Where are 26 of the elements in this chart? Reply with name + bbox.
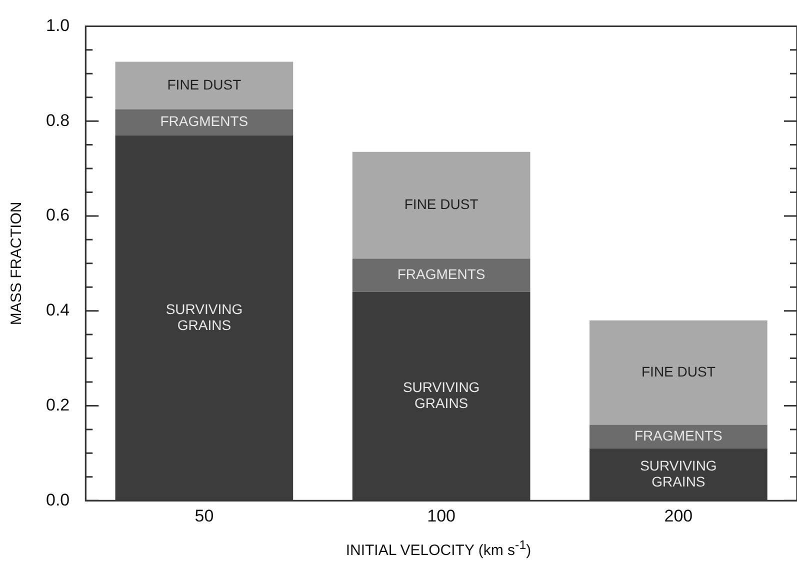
y-tick-label: 0.8	[46, 110, 70, 130]
x-tick-label: 50	[194, 506, 214, 526]
text: FRAGMENTS	[397, 266, 486, 282]
bar	[590, 320, 768, 425]
text: FINE DUST	[404, 196, 478, 212]
series-label: FRAGMENTS	[634, 427, 722, 444]
bar	[115, 109, 294, 136]
y-tick-label: 0.4	[46, 300, 70, 320]
bar	[590, 424, 768, 448]
text: FRAGMENTS	[160, 113, 248, 130]
text: FINE DUST	[641, 363, 716, 380]
x-tick-label: 200	[664, 506, 693, 526]
x-tick-label: 100	[427, 506, 456, 526]
bar	[352, 258, 530, 292]
y-tick-label: 0.6	[46, 206, 70, 225]
y-tick-label: 0.0	[46, 490, 70, 510]
series-label: FINE DUST	[167, 76, 242, 92]
y-axis-title: MASS FRACTION	[8, 202, 26, 326]
x-axis-title: INITIAL VELOCITY (km s$^{-1}$)	[344, 538, 532, 559]
bar	[115, 62, 294, 110]
text: SURVIVING GRAINS	[402, 379, 480, 412]
y-tick-label: 1.0	[46, 16, 70, 35]
y-tick-label: 0.2	[46, 395, 70, 414]
bar	[352, 152, 530, 259]
text: SURVIVING GRAINS	[166, 300, 243, 333]
series-label: SURVIVING GRAINS	[640, 457, 717, 490]
